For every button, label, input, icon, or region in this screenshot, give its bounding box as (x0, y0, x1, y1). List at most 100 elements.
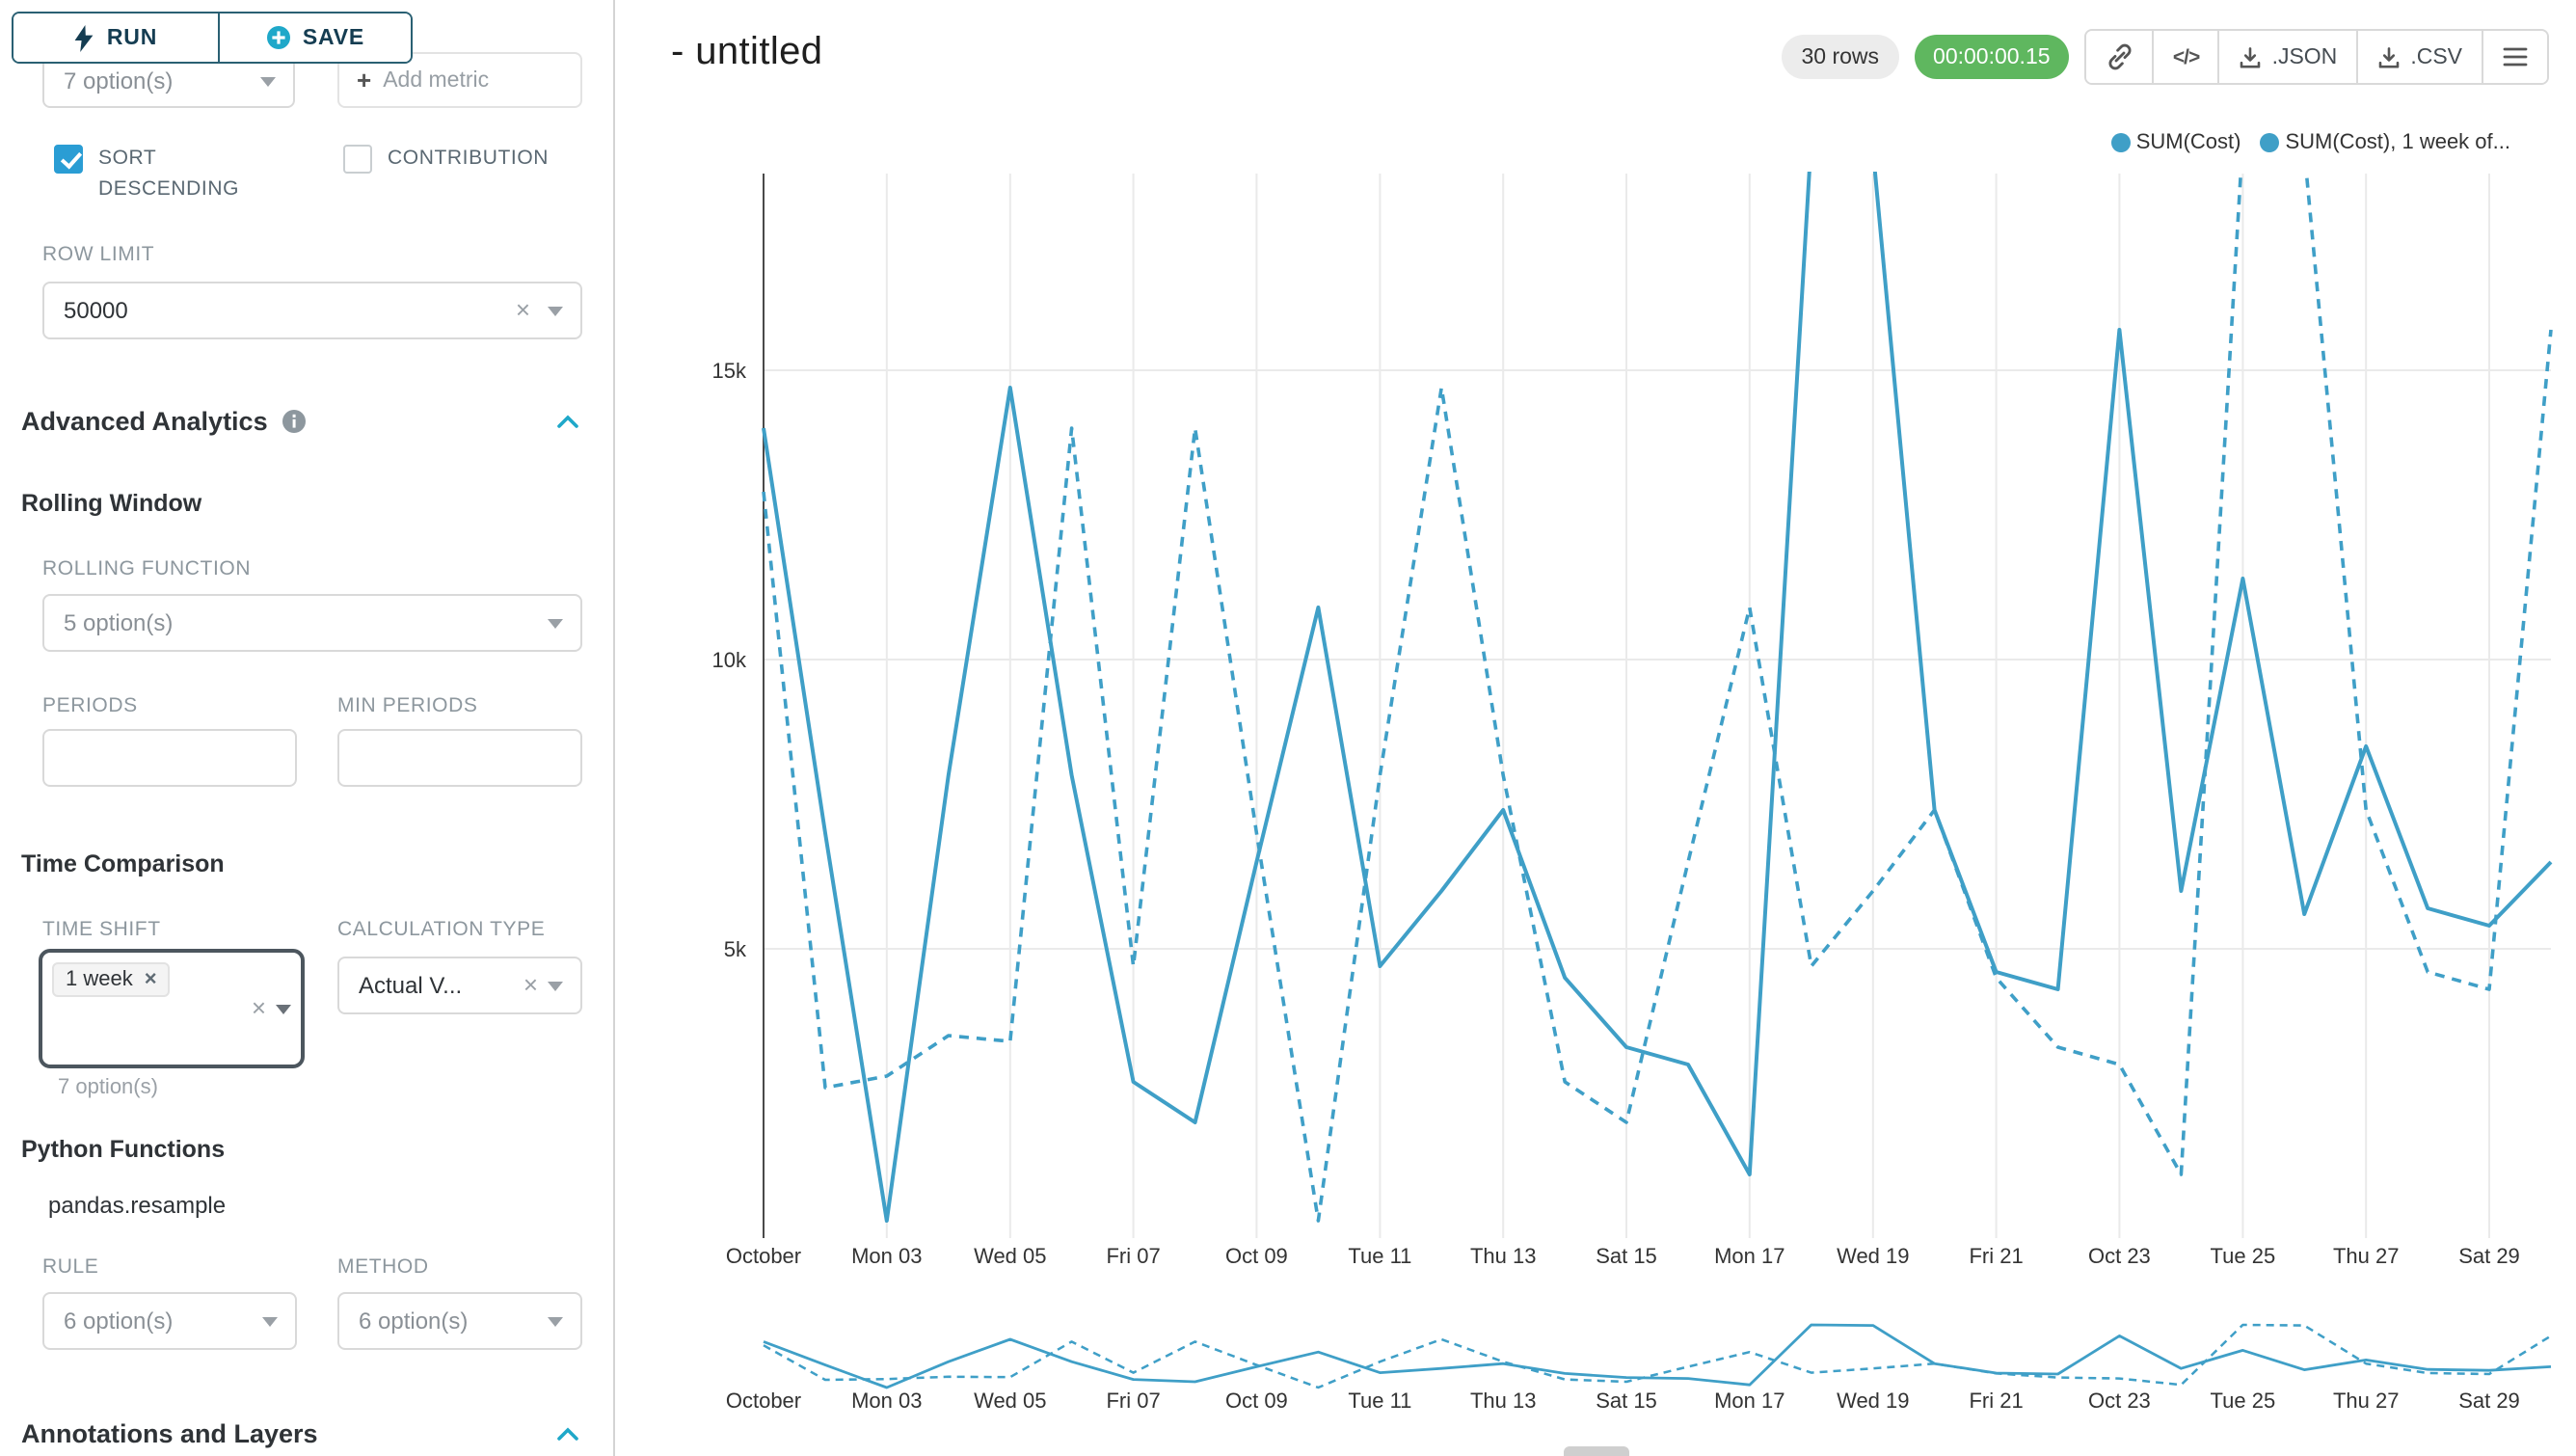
svg-text:Wed 19: Wed 19 (1837, 1244, 1909, 1268)
chart-panel: - untitled 30 rows 00:00:00.15 </> (617, 0, 2576, 1456)
svg-text:Tue 11: Tue 11 (1348, 1389, 1411, 1413)
remove-tag-icon[interactable]: × (144, 967, 157, 990)
info-icon (282, 410, 306, 433)
sort-descending-label: SORT DESCENDING (98, 147, 240, 201)
menu-button[interactable] (2482, 31, 2547, 83)
clear-icon[interactable]: × (251, 992, 266, 1022)
time-shift-helper: 7 option(s) (58, 1076, 158, 1099)
collapse-section-button[interactable] (555, 1425, 580, 1443)
calculation-type-label: CALCULATION TYPE (337, 918, 546, 941)
svg-text:Fri 07: Fri 07 (1106, 1389, 1160, 1413)
svg-text:October: October (726, 1244, 801, 1268)
export-toolbar: </> .JSON .CSV (2084, 29, 2549, 85)
time-shift-tag: 1 week × (52, 962, 171, 997)
hamburger-icon (2503, 47, 2528, 67)
collapse-section-button[interactable] (555, 413, 580, 430)
svg-text:Oct 23: Oct 23 (2088, 1389, 2151, 1413)
rolling-function-select[interactable]: 5 option(s) (42, 594, 582, 652)
periods-input[interactable] (42, 729, 297, 787)
caret-down-icon (548, 307, 563, 316)
svg-text:Mon 03: Mon 03 (851, 1244, 922, 1268)
svg-text:15k: 15k (712, 359, 747, 383)
time-shift-select[interactable]: 1 week × × (39, 949, 305, 1068)
copy-link-button[interactable] (2086, 31, 2153, 83)
checkbox-unchecked-icon[interactable] (343, 145, 372, 174)
embed-code-button[interactable]: </> (2152, 31, 2218, 83)
legend-dot-icon (2260, 133, 2280, 152)
download-json-button[interactable]: .JSON (2217, 31, 2357, 83)
run-save-toolbar: RUN SAVE (12, 12, 413, 64)
sort-descending-checkbox[interactable]: SORT DESCENDING (54, 143, 343, 204)
clear-icon[interactable]: × (515, 294, 530, 324)
svg-text:Wed 05: Wed 05 (974, 1389, 1046, 1413)
add-metric-label: Add metric (383, 68, 490, 92)
calculation-type-select[interactable]: Actual V... × (337, 957, 582, 1014)
min-periods-input[interactable] (337, 729, 582, 787)
download-csv-button[interactable]: .CSV (2356, 31, 2482, 83)
run-button[interactable]: RUN (13, 13, 218, 62)
rolling-function-value: 5 option(s) (64, 609, 174, 636)
periods-label: PERIODS (42, 694, 138, 717)
svg-text:Fri 07: Fri 07 (1106, 1244, 1160, 1268)
chart-legend: SUM(Cost) SUM(Cost), 1 week of... (2110, 131, 2510, 154)
caret-down-icon (276, 1005, 291, 1014)
chart-overview-brush[interactable]: October Mon 03 Wed 05 Fri 07 Oct 09 Tue 11 Thu… (657, 1311, 2576, 1423)
svg-text:Fri 21: Fri 21 (1969, 1389, 2023, 1413)
svg-text:October: October (726, 1389, 801, 1413)
advanced-analytics-title: Advanced Analytics (21, 407, 268, 436)
svg-text:Mon 17: Mon 17 (1714, 1389, 1784, 1413)
svg-text:Sat 15: Sat 15 (1596, 1244, 1657, 1268)
save-button[interactable]: SAVE (218, 13, 411, 62)
row-count-badge: 30 rows (1782, 35, 1899, 79)
legend-label: SUM(Cost), 1 week of... (2285, 131, 2510, 154)
method-select[interactable]: 6 option(s) (337, 1292, 582, 1350)
method-label: METHOD (337, 1255, 429, 1279)
svg-text:Thu 27: Thu 27 (2333, 1244, 2400, 1268)
download-csv-label: .CSV (2410, 45, 2462, 68)
caret-down-icon (548, 1317, 563, 1327)
svg-text:Tue 25: Tue 25 (2211, 1244, 2276, 1268)
row-limit-select[interactable]: 50000 × (42, 282, 582, 339)
page-title: - untitled (671, 31, 823, 73)
run-button-label: RUN (106, 26, 158, 49)
annotations-layers-section[interactable]: Annotations and Layers (21, 1419, 580, 1448)
python-functions-title: Python Functions (21, 1136, 226, 1163)
calculation-type-value: Actual V... (359, 972, 463, 999)
metrics-select-value: 7 option(s) (64, 67, 174, 94)
contribution-checkbox[interactable]: CONTRIBUTION (343, 143, 549, 204)
svg-text:Tue 25: Tue 25 (2211, 1389, 2276, 1413)
svg-text:5k: 5k (724, 937, 747, 961)
rolling-function-label: ROLLING FUNCTION (42, 557, 252, 580)
svg-text:Mon 03: Mon 03 (851, 1389, 922, 1413)
code-icon: </> (2172, 45, 2200, 68)
caret-down-icon (262, 1317, 278, 1327)
results-panel-drag-handle[interactable] (1564, 1446, 1629, 1456)
download-icon (2379, 46, 2400, 67)
time-comparison-title: Time Comparison (21, 850, 225, 877)
sort-options-row: SORT DESCENDING CONTRIBUTION (54, 143, 549, 204)
chevron-up-icon (557, 1427, 578, 1441)
pandas-resample-label: pandas.resample (48, 1192, 227, 1219)
clear-icon[interactable]: × (523, 969, 538, 999)
link-icon (2108, 43, 2132, 70)
save-button-label: SAVE (302, 26, 365, 49)
svg-text:Sat 15: Sat 15 (1596, 1389, 1657, 1413)
time-shift-tag-value: 1 week (66, 968, 133, 991)
checkbox-checked-icon[interactable] (54, 145, 83, 174)
rule-label: RULE (42, 1255, 99, 1279)
svg-text:Thu 13: Thu 13 (1470, 1389, 1537, 1413)
row-limit-value: 50000 (64, 297, 128, 324)
lightning-icon (75, 24, 94, 51)
caret-down-icon (548, 619, 563, 629)
legend-item-sum-cost-1-week[interactable]: SUM(Cost), 1 week of... (2260, 131, 2510, 154)
svg-text:Wed 19: Wed 19 (1837, 1389, 1909, 1413)
min-periods-label: MIN PERIODS (337, 694, 478, 717)
svg-text:Wed 05: Wed 05 (974, 1244, 1046, 1268)
rule-select[interactable]: 6 option(s) (42, 1292, 297, 1350)
advanced-analytics-section[interactable]: Advanced Analytics (21, 407, 580, 436)
svg-text:Mon 17: Mon 17 (1714, 1244, 1784, 1268)
method-value: 6 option(s) (359, 1308, 469, 1335)
legend-item-sum-cost[interactable]: SUM(Cost) (2110, 131, 2241, 154)
rule-value: 6 option(s) (64, 1308, 174, 1335)
